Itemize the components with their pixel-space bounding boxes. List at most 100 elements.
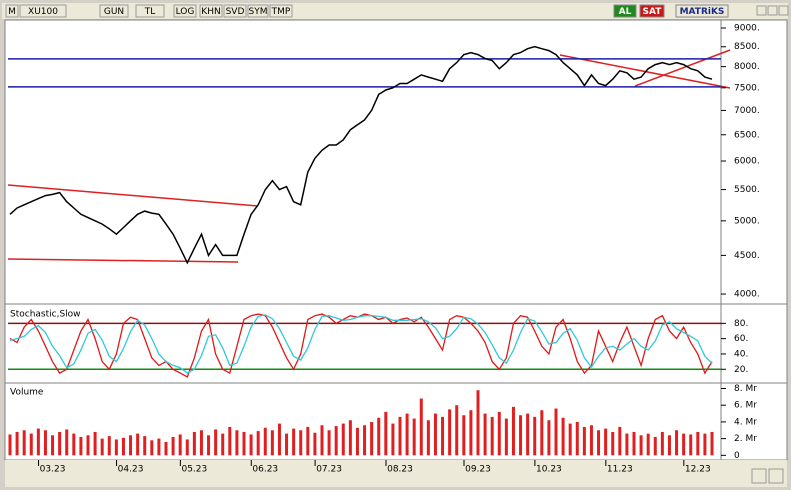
volume-bar: [519, 415, 523, 456]
volume-bar: [29, 433, 33, 456]
volume-bar: [107, 436, 111, 456]
toolbar-label[interactable]: SYM: [249, 7, 268, 17]
volume-bar: [426, 420, 430, 456]
y-tick-label: 9000.: [734, 23, 760, 33]
x-tick-label: 08.23: [387, 465, 413, 475]
y-tick-label: 60.: [734, 334, 748, 344]
volume-bar: [554, 408, 558, 456]
toolbar-button[interactable]: [613, 4, 637, 18]
volume-bar: [114, 439, 118, 456]
volume-bar: [341, 423, 345, 456]
data-line: [9, 313, 713, 378]
scroll-button[interactable]: [751, 468, 767, 484]
volume-bar: [419, 398, 423, 456]
toolbar-label[interactable]: MATRiKS: [680, 7, 725, 17]
maximize-button[interactable]: [767, 5, 778, 16]
volume-bar: [384, 411, 388, 456]
volume-bar: [65, 429, 69, 456]
volume-bar: [327, 430, 331, 456]
volume-bar: [504, 418, 508, 456]
toolbar-button[interactable]: [99, 4, 129, 18]
volume-bar: [412, 418, 416, 456]
volume-bar: [320, 425, 324, 456]
volume-bar: [597, 430, 601, 456]
toolbar-button[interactable]: [269, 4, 293, 18]
volume-bar: [582, 426, 586, 456]
toolbar-label[interactable]: M: [8, 7, 16, 17]
trend-line: [7, 258, 239, 263]
x-tick-label: 03.23: [40, 465, 66, 475]
x-tick-label: 05.23: [181, 465, 207, 475]
volume-bar: [214, 429, 218, 456]
y-tick-label: 6. Mr: [734, 401, 757, 411]
volume-bar: [171, 436, 175, 456]
volume-bar: [561, 417, 565, 456]
y-tick-label: 0: [734, 451, 740, 461]
close-button[interactable]: [778, 5, 789, 16]
volume-bar: [682, 433, 686, 456]
toolbar-button[interactable]: [247, 4, 269, 18]
volume-bar: [469, 410, 473, 456]
volume-bar: [483, 413, 487, 456]
toolbar-label[interactable]: SVD: [226, 7, 245, 17]
panel-title: Volume: [10, 388, 44, 398]
toolbar-label[interactable]: GUN: [104, 7, 124, 17]
volume-bar: [79, 436, 83, 456]
volume-bar: [58, 431, 62, 456]
toolbar-label[interactable]: KHN: [201, 7, 220, 17]
toolbar-button[interactable]: [675, 4, 729, 18]
volume-bar: [696, 431, 700, 456]
volume-bar: [136, 433, 140, 456]
minimize-button[interactable]: [756, 5, 767, 16]
toolbar-button[interactable]: [5, 4, 19, 18]
toolbar-button[interactable]: [135, 4, 165, 18]
toolbar-label[interactable]: AL: [619, 7, 632, 17]
volume-bar: [377, 417, 381, 456]
toolbar-label[interactable]: TMP: [271, 7, 291, 17]
toolbar-label[interactable]: TL: [144, 7, 156, 17]
y-tick-label: 80.: [734, 319, 748, 329]
volume-bar: [36, 428, 40, 456]
toolbar-button[interactable]: [19, 4, 67, 18]
volume-bar: [462, 415, 466, 456]
volume-bar: [625, 433, 629, 456]
volume-bar: [270, 430, 274, 456]
x-tick-label: 04.23: [118, 465, 144, 475]
volume-bar: [348, 420, 352, 456]
volume-bar: [299, 430, 303, 456]
volume-bar: [511, 406, 515, 456]
x-tick-label: 11.23: [607, 465, 633, 475]
volume-bar: [547, 420, 551, 456]
volume-bar: [703, 433, 707, 456]
y-tick-label: 20.: [734, 365, 748, 375]
volume-bar: [448, 409, 452, 456]
volume-bar: [667, 435, 671, 456]
chart-area: [4, 19, 788, 461]
volume-bar: [632, 431, 636, 456]
toolbar-button[interactable]: [223, 4, 247, 18]
volume-bar: [646, 433, 650, 456]
date-axis: [5, 460, 787, 487]
volume-bar: [292, 428, 296, 456]
y-tick-label: 5500.: [734, 185, 760, 195]
volume-bar: [355, 427, 359, 456]
volume-bar: [235, 430, 239, 456]
zoom-button[interactable]: [768, 468, 784, 484]
toolbar-button[interactable]: [199, 4, 223, 18]
volume-bar: [93, 431, 97, 456]
data-line: [9, 314, 713, 374]
volume-bar: [433, 413, 437, 456]
toolbar-label[interactable]: XU100: [28, 7, 58, 17]
y-tick-label: 6500.: [734, 130, 760, 140]
volume-bar: [15, 431, 19, 456]
volume-bar: [604, 428, 608, 456]
data-line: [9, 45, 713, 265]
volume-bar: [143, 436, 147, 456]
toolbar-button[interactable]: [173, 4, 197, 18]
volume-bar: [164, 441, 168, 456]
volume-bar: [306, 426, 310, 456]
toolbar-label[interactable]: LOG: [176, 7, 195, 17]
toolbar-label[interactable]: SAT: [643, 7, 663, 17]
toolbar-button[interactable]: [639, 4, 665, 18]
